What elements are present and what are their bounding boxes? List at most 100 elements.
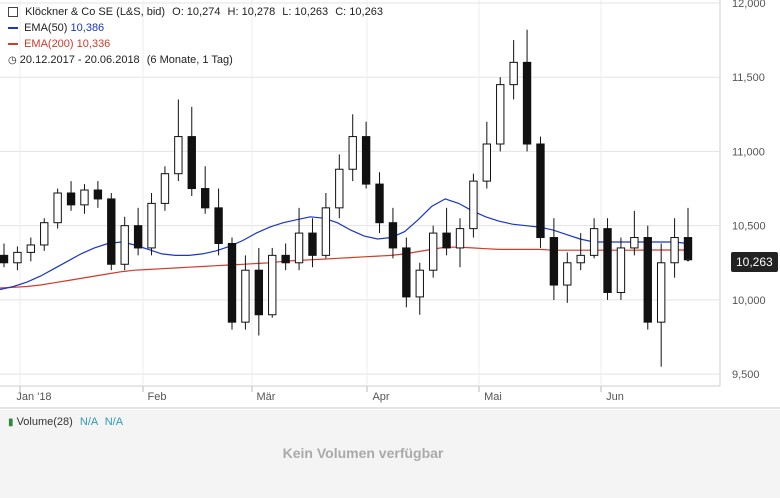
- candle[interactable]: [13, 246, 22, 271]
- candle[interactable]: [214, 188, 223, 256]
- volume-value-2: N/A: [104, 416, 124, 428]
- candle[interactable]: [120, 216, 129, 271]
- candle[interactable]: [107, 193, 116, 271]
- candle-body: [563, 262, 572, 286]
- candle[interactable]: [442, 207, 451, 256]
- candle[interactable]: [133, 207, 143, 256]
- candle[interactable]: [415, 262, 424, 315]
- candle[interactable]: [321, 193, 331, 259]
- x-axis: Jan '18 Feb Mär Apr Mai Jun: [16, 386, 624, 403]
- candle[interactable]: [0, 243, 9, 268]
- candle-body: [589, 228, 599, 256]
- candle[interactable]: [174, 99, 183, 182]
- y-tick-label: 12,000: [732, 0, 766, 10]
- x-tick-label: Jan '18: [16, 391, 51, 403]
- candle-body: [375, 183, 384, 224]
- candle[interactable]: [147, 193, 156, 256]
- candle[interactable]: [482, 121, 492, 189]
- candle[interactable]: [254, 247, 264, 336]
- candle[interactable]: [361, 121, 371, 189]
- ema50-series: [0, 198, 689, 291]
- candle-body: [214, 207, 223, 244]
- candle-body: [549, 237, 559, 286]
- candle[interactable]: [26, 237, 36, 262]
- price-chart[interactable]: 9,500 10,000 10,500 11,000 11,500 12,000 Jan …: [0, 0, 780, 410]
- candle-body: [428, 232, 438, 271]
- candle[interactable]: [66, 181, 76, 211]
- y-axis: 9,500 10,000 10,500 11,000 11,500 12,000: [732, 0, 766, 381]
- candle[interactable]: [509, 40, 518, 100]
- candle[interactable]: [536, 136, 545, 248]
- volume-legend[interactable]: ▮ Volume(28) N/A N/A: [8, 416, 123, 428]
- candle-body: [469, 180, 478, 230]
- candle-body: [415, 269, 424, 298]
- ema200-value: 10,336: [76, 38, 111, 50]
- candle-body: [200, 188, 210, 209]
- candle[interactable]: [603, 218, 612, 300]
- candle[interactable]: [402, 237, 411, 308]
- candle[interactable]: [335, 154, 344, 219]
- candle[interactable]: [200, 166, 210, 214]
- candle-body: [281, 254, 290, 264]
- candle-body: [509, 61, 518, 86]
- candle[interactable]: [656, 243, 666, 367]
- candle[interactable]: [375, 172, 384, 234]
- x-tick-label: Mai: [484, 391, 502, 403]
- candle[interactable]: [683, 207, 693, 262]
- candle[interactable]: [308, 218, 317, 268]
- ema50-line: [0, 198, 689, 291]
- candle[interactable]: [496, 77, 505, 152]
- candle-body: [187, 136, 196, 190]
- volume-value-1: N/A: [79, 416, 98, 428]
- candle-body: [107, 198, 116, 265]
- ema200-series: [0, 246, 688, 289]
- candle-body: [482, 143, 492, 182]
- candle[interactable]: [549, 218, 559, 300]
- candle[interactable]: [469, 173, 478, 238]
- chart-grid: [0, 0, 721, 387]
- candle-body: [576, 254, 585, 264]
- candle[interactable]: [576, 233, 585, 271]
- candle-body: [120, 225, 129, 265]
- candle-body: [147, 202, 156, 249]
- candle[interactable]: [227, 237, 237, 330]
- candle[interactable]: [160, 166, 170, 211]
- ema50-legend[interactable]: EMA(50) 10,386: [8, 22, 104, 34]
- close-value: C: 10,263: [335, 6, 383, 18]
- candle[interactable]: [630, 210, 639, 256]
- y-tick-label: 9,500: [732, 369, 760, 381]
- candle[interactable]: [187, 106, 196, 196]
- ema200-label: EMA(200): [24, 38, 74, 50]
- candle[interactable]: [589, 218, 599, 259]
- candle[interactable]: [616, 237, 626, 300]
- period-range: 20.12.2017 - 20.06.2018: [19, 54, 140, 66]
- candle[interactable]: [80, 184, 89, 214]
- candle[interactable]: [93, 181, 103, 208]
- candle[interactable]: [40, 218, 49, 251]
- candle[interactable]: [670, 218, 679, 278]
- ema200-legend[interactable]: EMA(200) 10,336: [8, 38, 110, 50]
- candle[interactable]: [388, 207, 398, 259]
- last-price-tag: 10,263: [731, 252, 778, 272]
- candle[interactable]: [428, 225, 438, 278]
- candle-body: [0, 254, 9, 264]
- ema50-label: EMA(50): [24, 22, 68, 34]
- candle[interactable]: [53, 188, 62, 229]
- candle[interactable]: [643, 225, 652, 330]
- candle[interactable]: [241, 255, 250, 330]
- candle[interactable]: [563, 252, 572, 303]
- candle-body: [40, 222, 49, 246]
- ohlc-header: Klöckner & Co SE (L&S, bid) O: 10,274 H:…: [8, 6, 383, 18]
- y-tick-label: 10,000: [732, 295, 766, 307]
- candle[interactable]: [294, 207, 304, 271]
- candle[interactable]: [455, 218, 465, 268]
- candle[interactable]: [522, 29, 532, 152]
- candle-body: [348, 136, 357, 170]
- candle[interactable]: [281, 243, 290, 271]
- candle[interactable]: [268, 247, 277, 318]
- candle[interactable]: [348, 114, 357, 182]
- candle-body: [616, 247, 626, 293]
- candle-body: [254, 269, 264, 316]
- candle-body: [53, 192, 62, 224]
- candle-body: [402, 247, 411, 298]
